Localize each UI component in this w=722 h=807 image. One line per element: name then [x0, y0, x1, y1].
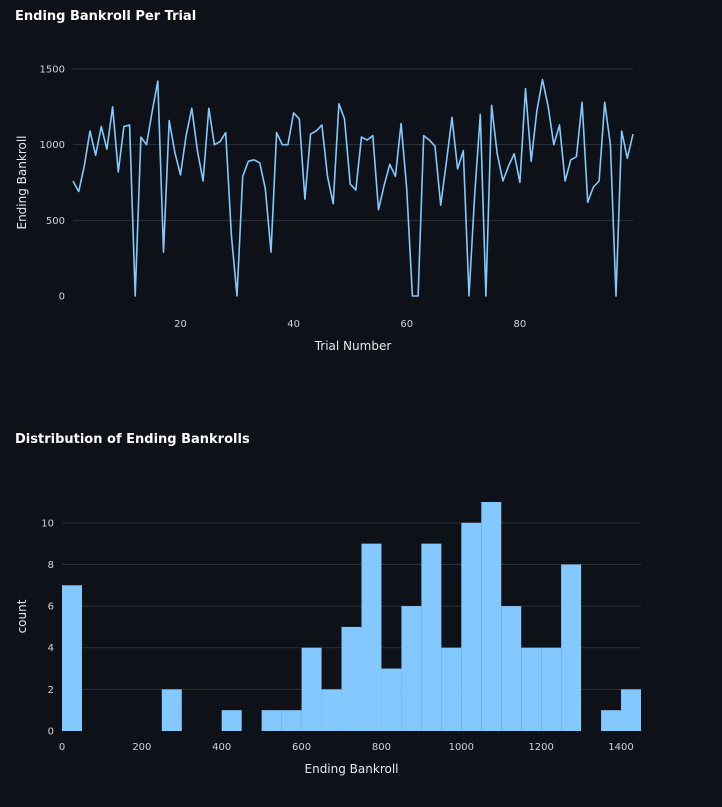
histogram-bar	[601, 710, 622, 731]
histogram-bar	[461, 522, 482, 731]
y-tick-label: 2	[48, 685, 54, 696]
x-axis-label: Ending Bankroll	[305, 762, 399, 776]
y-axis-label: Ending Bankroll	[15, 136, 29, 230]
histogram-bar	[161, 689, 182, 731]
y-tick-label: 10	[41, 518, 54, 529]
histogram-bar	[561, 564, 582, 731]
y-tick-label: 0	[59, 292, 65, 303]
y-tick-label: 500	[46, 216, 65, 227]
histogram-bar	[621, 689, 641, 731]
histogram-bar	[381, 668, 402, 731]
x-tick-label: 40	[287, 319, 300, 330]
histogram-bar	[221, 710, 242, 731]
series-line	[72, 78, 634, 297]
histogram-bar	[501, 606, 522, 731]
line-chart: 0 500 1000 1500 20 40 60 80 Trial Number Ending B…	[15, 65, 634, 353]
x-tick-label: 1000	[449, 742, 474, 753]
histogram-bar	[321, 689, 342, 731]
histogram-bar	[541, 647, 562, 731]
histogram-bar	[481, 502, 502, 731]
x-tick-label: 400	[212, 742, 231, 753]
x-tick-label: 60	[400, 319, 413, 330]
x-tick-label: 80	[514, 319, 527, 330]
x-tick-label: 1400	[608, 742, 633, 753]
histogram-bar	[441, 647, 462, 731]
histogram-bar	[62, 585, 82, 731]
line-chart-title: Ending Bankroll Per Trial	[15, 9, 197, 24]
y-tick-label: 1000	[40, 140, 65, 151]
histogram-bar	[421, 543, 442, 731]
x-tick-label: 200	[132, 742, 151, 753]
y-tick-label: 0	[48, 727, 54, 738]
y-tick-label: 4	[48, 643, 54, 654]
x-tick-label: 1200	[528, 742, 553, 753]
y-tick-label: 8	[48, 560, 54, 571]
y-axis-label: count	[15, 599, 29, 633]
histogram-bar	[301, 647, 322, 731]
x-tick-label: 20	[174, 319, 187, 330]
x-tick-label: 0	[59, 742, 65, 753]
histogram-bar	[281, 710, 302, 731]
histogram-bar	[341, 626, 362, 731]
y-tick-label: 6	[48, 602, 54, 613]
x-tick-label: 800	[372, 742, 391, 753]
histogram-bar	[521, 647, 542, 731]
x-tick-label: 600	[292, 742, 311, 753]
histogram-bar	[361, 543, 382, 731]
histogram-bar	[261, 710, 282, 731]
x-axis-label: Trial Number	[314, 339, 392, 353]
histogram-bar	[401, 606, 422, 731]
histogram-title: Distribution of Ending Bankrolls	[15, 432, 250, 447]
y-tick-label: 1500	[40, 65, 65, 76]
